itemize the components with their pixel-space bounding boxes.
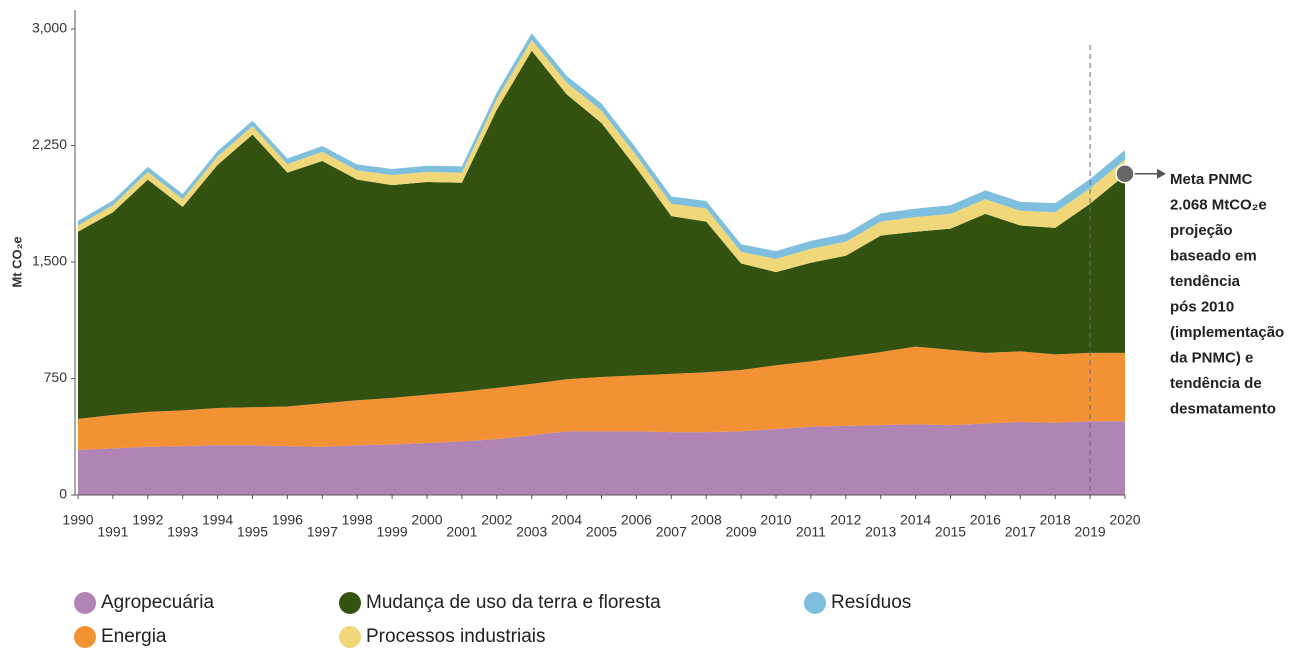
annotation-text: Meta PNMC xyxy=(1170,171,1253,188)
x-tick-label: 2020 xyxy=(1109,512,1140,528)
x-tick-label: 2007 xyxy=(656,524,687,540)
legend-label: Mudança de uso da terra e floresta xyxy=(366,592,661,613)
x-tick-label: 1994 xyxy=(202,512,233,528)
x-tick-label: 1990 xyxy=(62,512,93,528)
x-tick-label: 2002 xyxy=(481,512,512,528)
x-tick-label: 1999 xyxy=(377,524,408,540)
annotation-text: 2.068 MtCO₂e xyxy=(1170,196,1267,213)
x-tick-label: 1991 xyxy=(97,524,128,540)
y-tick-label: 0 xyxy=(59,486,67,502)
x-tick-label: 2003 xyxy=(516,524,547,540)
y-tick-label: 3,000 xyxy=(32,20,67,36)
y-tick-label: 750 xyxy=(44,369,68,385)
arrow-head xyxy=(1157,168,1166,179)
annotation-point xyxy=(1115,164,1135,184)
legend-swatch xyxy=(339,592,361,614)
area xyxy=(78,346,1125,450)
area xyxy=(78,421,1125,495)
annotation-text: tendência xyxy=(1170,273,1241,290)
x-tick-label: 2005 xyxy=(586,524,617,540)
legend-label: Energia xyxy=(101,626,167,647)
x-tick-label: 2004 xyxy=(551,512,582,528)
annotation-text: (implementação xyxy=(1170,324,1284,341)
y-tick-label: 2,250 xyxy=(32,136,67,152)
x-tick-label: 2016 xyxy=(970,512,1001,528)
x-tick-label: 2008 xyxy=(691,512,722,528)
annotation-text: projeção xyxy=(1170,222,1233,239)
area xyxy=(78,50,1125,419)
legend-label: Processos industriais xyxy=(366,626,546,647)
x-tick-label: 2018 xyxy=(1040,512,1071,528)
x-tick-label: 1996 xyxy=(272,512,303,528)
x-tick-label: 2009 xyxy=(726,524,757,540)
x-tick-label: 1992 xyxy=(132,512,163,528)
x-tick-label: 2001 xyxy=(446,524,477,540)
legend-swatch xyxy=(804,592,826,614)
annotation-text: da PNMC) e xyxy=(1170,349,1253,366)
x-tick-label: 2013 xyxy=(865,524,896,540)
legend-label: Agropecuária xyxy=(101,592,214,613)
legend-label: Resíduos xyxy=(831,592,911,613)
legend-swatch xyxy=(74,626,96,648)
x-tick-label: 2015 xyxy=(935,524,966,540)
annotation-text: baseado em xyxy=(1170,247,1257,264)
x-tick-label: 2014 xyxy=(900,512,931,528)
x-tick-label: 1993 xyxy=(167,524,198,540)
x-tick-label: 1998 xyxy=(342,512,373,528)
legend-swatch xyxy=(74,592,96,614)
annotation-text: desmatamento xyxy=(1170,400,1276,417)
x-tick-label: 1997 xyxy=(307,524,338,540)
x-tick-label: 2010 xyxy=(760,512,791,528)
legend-swatch xyxy=(339,626,361,648)
annotation-text: tendência de xyxy=(1170,375,1262,392)
x-tick-label: 2012 xyxy=(830,512,861,528)
x-tick-label: 1995 xyxy=(237,524,268,540)
x-tick-label: 2006 xyxy=(621,512,652,528)
y-axis-label: Mt CO₂e xyxy=(9,236,24,287)
x-tick-label: 2019 xyxy=(1075,524,1106,540)
x-tick-label: 2017 xyxy=(1005,524,1036,540)
x-tick-label: 2000 xyxy=(411,512,442,528)
annotation-text: pós 2010 xyxy=(1170,298,1234,315)
x-tick-label: 2011 xyxy=(796,524,826,540)
y-tick-label: 1,500 xyxy=(32,253,67,269)
